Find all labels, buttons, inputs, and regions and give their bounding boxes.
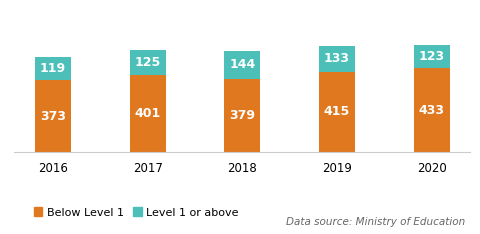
Bar bbox=[225, 51, 260, 79]
Text: 123: 123 bbox=[419, 50, 445, 63]
Text: 401: 401 bbox=[134, 107, 161, 120]
Legend: Below Level 1, Level 1 or above: Below Level 1, Level 1 or above bbox=[29, 203, 243, 222]
Text: 379: 379 bbox=[229, 109, 255, 122]
Bar bbox=[35, 80, 71, 152]
Bar bbox=[130, 75, 166, 152]
Text: 144: 144 bbox=[229, 58, 255, 71]
Bar bbox=[414, 44, 450, 68]
Text: Data source: Ministry of Education: Data source: Ministry of Education bbox=[287, 217, 466, 227]
Bar bbox=[225, 79, 260, 152]
Text: 133: 133 bbox=[324, 52, 350, 66]
Bar bbox=[414, 68, 450, 152]
Text: 415: 415 bbox=[324, 106, 350, 118]
Bar bbox=[35, 57, 71, 80]
Bar bbox=[319, 46, 355, 72]
Bar bbox=[130, 50, 166, 75]
Text: 119: 119 bbox=[40, 62, 66, 75]
Text: 433: 433 bbox=[419, 104, 444, 117]
Text: 125: 125 bbox=[134, 56, 161, 69]
Text: 373: 373 bbox=[40, 110, 66, 123]
Bar bbox=[319, 72, 355, 152]
